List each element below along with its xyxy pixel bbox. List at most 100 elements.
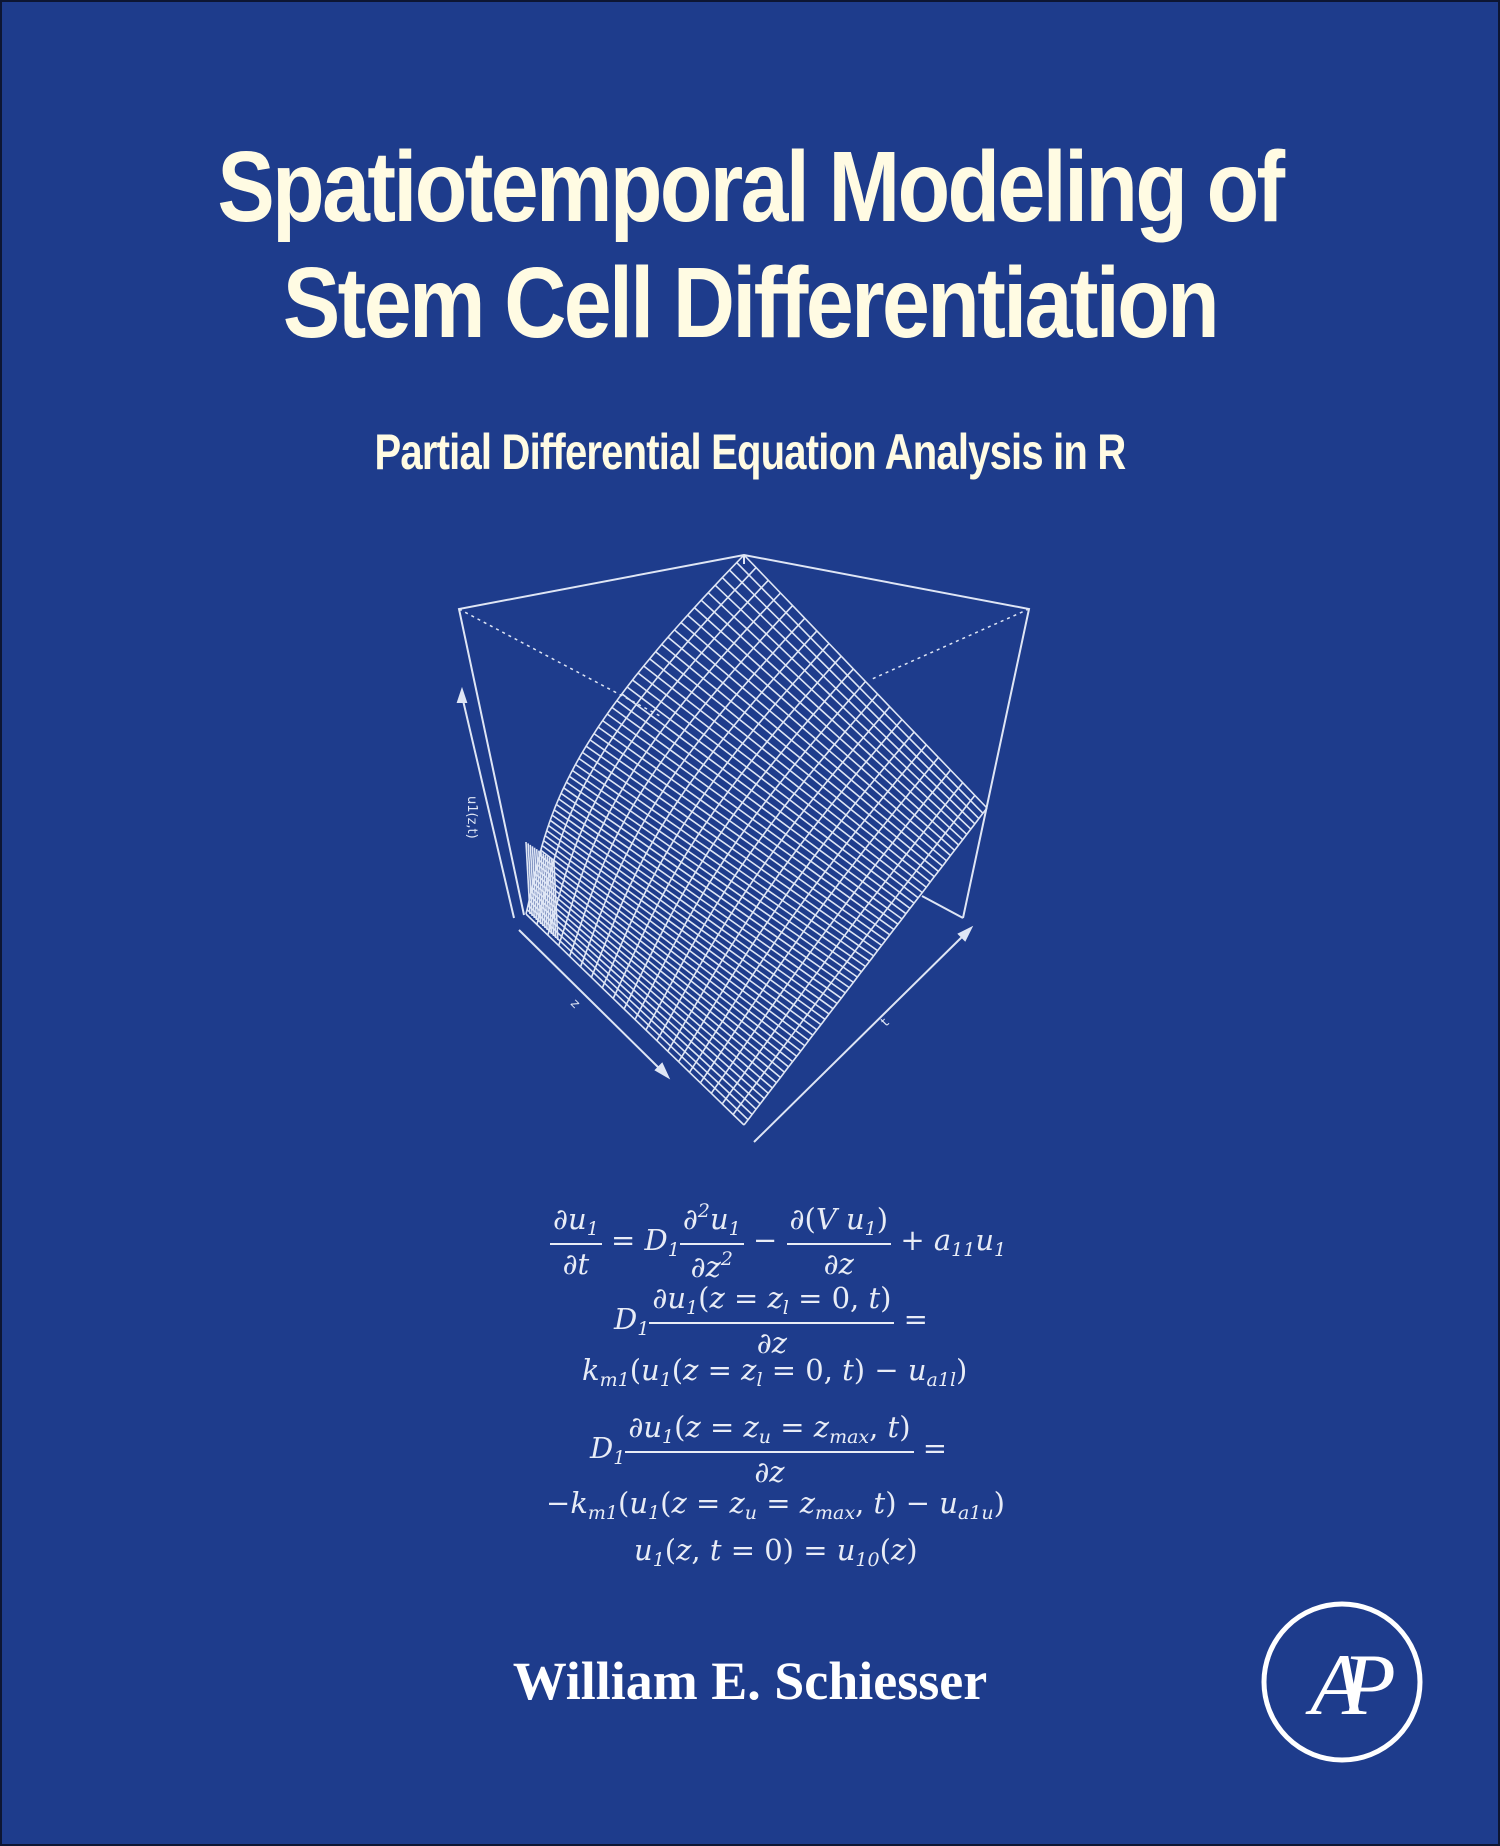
title-line-1: Spatiotemporal Modeling of <box>217 131 1285 243</box>
mesh-line <box>700 599 964 841</box>
surface-mesh <box>525 554 988 1126</box>
t-axis-label: t <box>878 1016 892 1030</box>
mesh-line <box>536 863 790 1068</box>
equation-1: ∂u1 ∂t = D1 ∂2u1 ∂z2 − ∂(V u1) ∂z + a11u1 <box>550 1202 1006 1282</box>
mesh-line <box>699 756 940 1084</box>
mesh-line <box>538 850 544 927</box>
mesh-line <box>528 900 757 1110</box>
mesh-line <box>544 834 814 1036</box>
mesh-line <box>593 732 887 941</box>
mesh-line <box>581 751 875 957</box>
mesh-line <box>611 706 903 920</box>
mesh-line <box>541 844 806 1047</box>
logo-letters: AP <box>1305 1637 1394 1734</box>
mesh-line <box>643 665 927 888</box>
mesh-line <box>667 636 944 867</box>
mesh-line <box>543 839 810 1042</box>
mesh-line <box>661 643 939 873</box>
author-name: William E. Schiesser <box>512 1651 988 1711</box>
mesh-line <box>527 843 533 917</box>
mesh-line <box>637 672 923 894</box>
axis-arrows <box>456 686 974 1143</box>
mesh-line <box>563 787 850 989</box>
u1-axis-label: u1(z,t) <box>464 796 479 839</box>
equation-3: km1(u1(z = zl = 0, t) − ua1l) <box>582 1353 968 1391</box>
mesh-line <box>525 841 531 915</box>
mesh-line <box>542 853 548 931</box>
mesh-line <box>548 857 555 937</box>
mesh-line <box>553 809 834 1010</box>
mesh-line <box>687 614 956 851</box>
mesh-line <box>531 846 538 921</box>
mesh-line <box>529 895 761 1105</box>
mesh-line <box>525 913 745 1126</box>
mesh-line <box>655 651 935 878</box>
mesh-line <box>529 844 536 919</box>
mesh-line <box>539 854 798 1057</box>
mesh-line <box>540 849 802 1052</box>
mesh-line <box>743 554 988 809</box>
mesh-line <box>544 854 551 933</box>
mesh-line <box>575 763 866 968</box>
u1-axis-arrow <box>461 695 515 919</box>
mesh-line <box>558 798 842 999</box>
mesh-line <box>602 719 895 931</box>
mesh-line <box>707 592 968 835</box>
mesh-line <box>673 629 948 862</box>
mesh-line <box>540 851 546 929</box>
mesh-line <box>527 904 753 1115</box>
mesh-line <box>736 562 984 814</box>
mesh-line <box>533 877 777 1084</box>
mesh-line <box>606 713 899 925</box>
mesh-line <box>550 859 557 939</box>
arrow-head-icon <box>654 1062 671 1080</box>
mesh-line <box>568 775 858 978</box>
mesh-line <box>530 891 765 1100</box>
mesh-line <box>560 792 846 994</box>
mesh-line <box>616 699 907 915</box>
mesh-line <box>526 909 749 1121</box>
equation-5: −km1(u1(z = zu = zmax, t) − ua1u) <box>546 1486 1005 1524</box>
mesh-line <box>621 693 911 910</box>
mesh-line <box>555 803 838 1005</box>
mesh-line <box>585 745 879 952</box>
equation-2: D1 ∂u1(z = zl = 0, t) ∂z = <box>614 1281 928 1360</box>
mesh-line <box>531 886 769 1094</box>
mesh-line <box>626 686 915 904</box>
z-axis-arrow <box>518 929 665 1074</box>
mesh-line <box>534 873 782 1079</box>
mesh-line <box>721 577 976 825</box>
mesh-line <box>535 868 786 1073</box>
equation-4: D1 ∂u1(z = zu = zmax, t) ∂z = <box>590 1410 948 1489</box>
mesh-line <box>551 814 830 1015</box>
mesh-line <box>532 882 773 1089</box>
mesh-line <box>634 680 867 1020</box>
mesh-line <box>533 847 540 923</box>
mesh-line <box>589 739 883 947</box>
title-line-2: Stem Cell Differentiation <box>282 247 1220 359</box>
mesh-line <box>546 856 553 935</box>
mesh-line <box>546 829 818 1031</box>
mesh-line <box>565 781 854 984</box>
mesh-line <box>547 824 822 1026</box>
mesh-line <box>728 569 980 820</box>
mesh-line <box>549 819 826 1020</box>
arrow-head-icon <box>456 686 468 703</box>
t-axis-arrow <box>753 931 968 1143</box>
mesh-line <box>537 859 794 1063</box>
mesh-line <box>597 726 891 936</box>
mesh-line <box>693 607 960 846</box>
mesh-line <box>578 757 870 962</box>
equation-6: u1(z, t = 0) = u10(z) <box>634 1533 918 1571</box>
mesh-line <box>680 621 952 857</box>
z-axis-label: z <box>567 996 583 1012</box>
arrow-head-icon <box>957 925 974 942</box>
ap-logo-icon: AP <box>1261 1601 1423 1763</box>
mesh-line <box>553 860 559 941</box>
mesh-line <box>571 769 862 973</box>
mesh-line <box>714 584 972 830</box>
mesh-line <box>632 679 919 899</box>
mesh-line <box>649 658 931 883</box>
